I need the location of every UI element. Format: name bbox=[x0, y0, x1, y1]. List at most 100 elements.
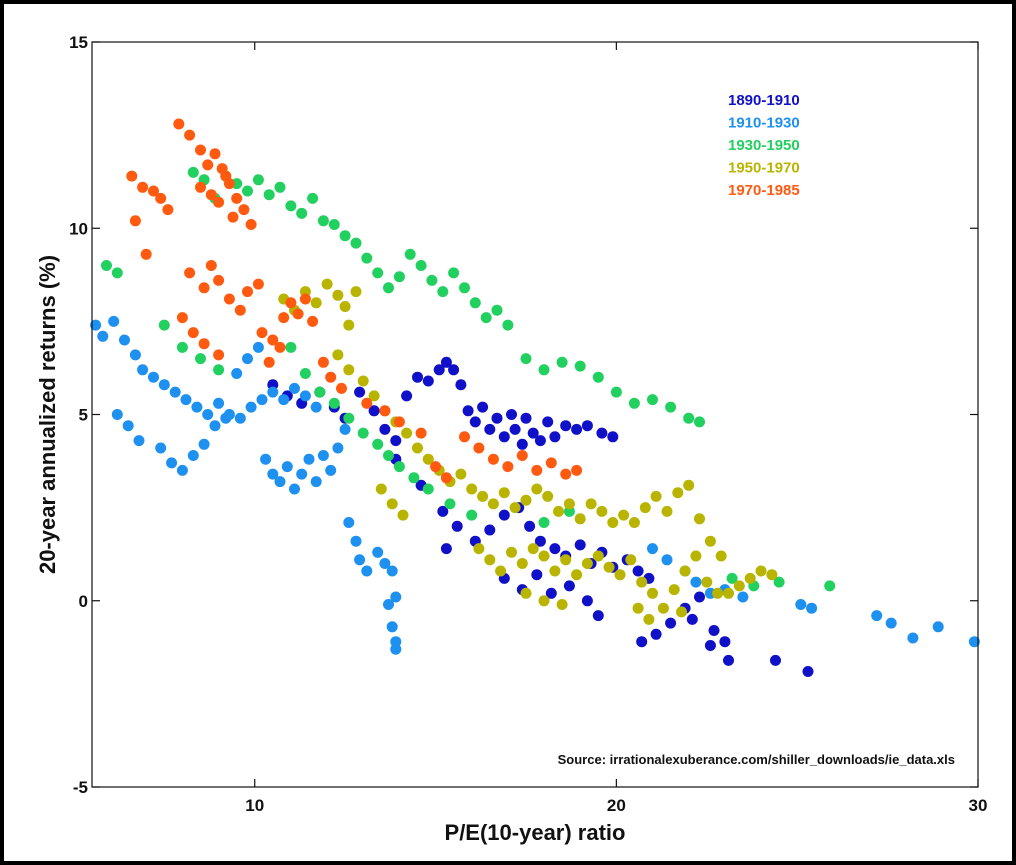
data-point bbox=[372, 267, 383, 278]
data-point bbox=[625, 554, 636, 565]
data-point bbox=[112, 409, 123, 420]
data-point bbox=[130, 349, 141, 360]
data-point bbox=[170, 387, 181, 398]
data-point bbox=[181, 394, 192, 405]
data-point bbox=[235, 305, 246, 316]
data-point bbox=[242, 286, 253, 297]
data-point bbox=[521, 413, 532, 424]
data-point bbox=[278, 394, 289, 405]
data-point bbox=[477, 402, 488, 413]
data-point bbox=[473, 543, 484, 554]
data-point bbox=[517, 450, 528, 461]
data-point bbox=[618, 510, 629, 521]
data-point bbox=[737, 592, 748, 603]
data-point bbox=[318, 215, 329, 226]
data-point bbox=[332, 290, 343, 301]
data-point bbox=[416, 428, 427, 439]
data-point bbox=[137, 182, 148, 193]
data-point bbox=[484, 424, 495, 435]
data-point bbox=[524, 521, 535, 532]
data-point bbox=[669, 584, 680, 595]
data-point bbox=[112, 267, 123, 278]
data-point bbox=[130, 215, 141, 226]
y-tick-label: -5 bbox=[73, 778, 88, 797]
data-point bbox=[756, 566, 767, 577]
data-point bbox=[126, 171, 137, 182]
data-point bbox=[531, 484, 542, 495]
data-point bbox=[571, 465, 582, 476]
data-point bbox=[539, 595, 550, 606]
data-point bbox=[647, 543, 658, 554]
data-point bbox=[387, 621, 398, 632]
legend-item: 1950-1970 bbox=[728, 160, 800, 177]
data-point bbox=[285, 297, 296, 308]
data-point bbox=[734, 580, 745, 591]
data-point bbox=[322, 279, 333, 290]
data-point bbox=[177, 465, 188, 476]
data-point bbox=[278, 312, 289, 323]
data-point bbox=[636, 636, 647, 647]
data-point bbox=[586, 498, 597, 509]
legend: 1890-1910 1910-1930 1930-1950 1950-1970 1970… bbox=[728, 92, 800, 199]
data-point bbox=[383, 599, 394, 610]
data-point bbox=[275, 182, 286, 193]
data-point bbox=[311, 297, 322, 308]
data-point bbox=[199, 338, 210, 349]
data-point bbox=[340, 424, 351, 435]
data-point bbox=[557, 599, 568, 610]
data-point bbox=[159, 320, 170, 331]
data-point bbox=[408, 472, 419, 483]
data-point bbox=[437, 286, 448, 297]
data-point bbox=[213, 349, 224, 360]
data-point bbox=[285, 200, 296, 211]
data-point bbox=[745, 573, 756, 584]
data-point bbox=[824, 580, 835, 591]
data-point bbox=[528, 543, 539, 554]
data-point bbox=[705, 640, 716, 651]
data-point bbox=[535, 435, 546, 446]
data-point bbox=[199, 282, 210, 293]
data-point bbox=[521, 353, 532, 364]
data-point bbox=[510, 502, 521, 513]
data-point bbox=[260, 454, 271, 465]
data-point bbox=[332, 443, 343, 454]
data-point bbox=[213, 398, 224, 409]
data-point bbox=[680, 566, 691, 577]
data-point bbox=[300, 294, 311, 305]
data-point bbox=[455, 469, 466, 480]
data-point bbox=[611, 387, 622, 398]
data-point bbox=[633, 566, 644, 577]
data-point bbox=[275, 342, 286, 353]
data-point bbox=[275, 476, 286, 487]
data-point bbox=[582, 420, 593, 431]
data-point bbox=[343, 320, 354, 331]
data-point bbox=[466, 510, 477, 521]
data-point bbox=[716, 551, 727, 562]
data-point bbox=[933, 621, 944, 632]
data-point bbox=[531, 465, 542, 476]
data-point bbox=[390, 435, 401, 446]
data-point bbox=[188, 450, 199, 461]
data-point bbox=[488, 498, 499, 509]
data-point bbox=[387, 566, 398, 577]
data-point bbox=[372, 547, 383, 558]
data-point bbox=[318, 450, 329, 461]
data-point bbox=[719, 636, 730, 647]
data-point bbox=[246, 402, 257, 413]
data-point bbox=[575, 539, 586, 550]
data-point bbox=[549, 543, 560, 554]
data-point bbox=[213, 275, 224, 286]
data-point bbox=[629, 517, 640, 528]
data-point bbox=[575, 361, 586, 372]
data-point bbox=[293, 308, 304, 319]
data-point bbox=[484, 525, 495, 536]
data-point bbox=[213, 364, 224, 375]
data-point bbox=[253, 174, 264, 185]
data-point bbox=[542, 491, 553, 502]
data-point bbox=[376, 484, 387, 495]
data-point bbox=[593, 551, 604, 562]
data-point bbox=[470, 416, 481, 427]
data-point bbox=[633, 603, 644, 614]
data-point bbox=[539, 364, 550, 375]
